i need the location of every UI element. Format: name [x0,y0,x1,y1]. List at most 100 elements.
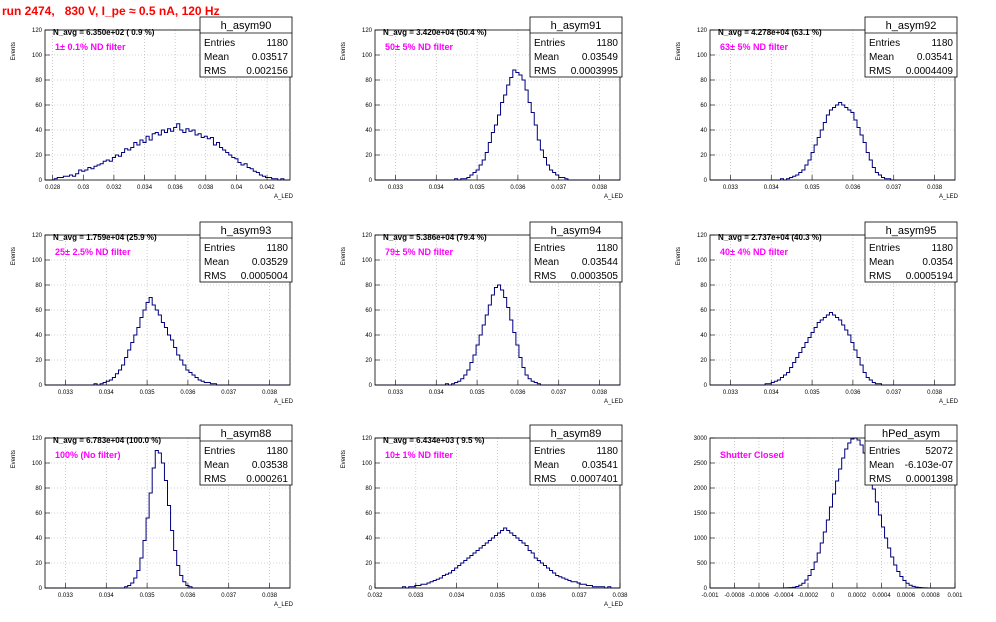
x-axis-label: A_LED [939,194,959,200]
stats-value-rms: 0.0003995 [571,66,619,77]
y-tick-label: 60 [365,103,372,109]
stats-value-entries: 1180 [596,446,618,457]
x-axis-label: A_LED [604,602,624,608]
stats-key-mean: Mean [204,52,229,63]
y-axis-label: Events [11,450,17,468]
stats-key-mean: Mean [534,52,559,63]
stats-value-rms: 0.0001398 [906,474,954,485]
stats-key-rms: RMS [204,271,227,282]
x-axis-label: A_LED [274,399,294,405]
stats-key-entries: Entries [534,38,565,49]
x-tick-label: 0.03 [77,185,89,191]
x-tick-label: 0.038 [927,390,943,396]
y-tick-label: 40 [365,128,372,134]
y-tick-label: 0 [369,178,373,184]
x-tick-label: 0.0002 [848,593,867,599]
x-tick-label: -0.0002 [798,593,819,599]
stats-box [199,16,293,78]
stats-value-rms: 0.0007401 [571,474,619,485]
y-tick-label: 40 [700,333,707,339]
stats-box [199,424,293,486]
x-tick-label: 0.035 [140,593,156,599]
stats-value-mean: 0.03529 [252,257,289,268]
stats-key-rms: RMS [534,474,557,485]
histogram-name: h_asym88 [221,428,272,440]
y-tick-label: 0 [704,586,708,592]
x-tick-label: 0.035 [470,390,486,396]
y-tick-label: 80 [700,78,707,84]
y-axis-label: Events [676,247,682,265]
histogram-name: h_asym92 [886,20,937,32]
y-tick-label: 40 [365,536,372,542]
y-tick-label: 120 [32,436,43,442]
y-tick-label: 60 [35,511,42,517]
stats-box [529,424,623,486]
chart-panel-h_asym94: 0.033 0.034 0.035 0.036 0.037 0.038 0 20 40 60 80 1… [341,221,624,405]
x-tick-label: 0.034 [764,390,780,396]
chart-panel-h_asym90: 0.028 0.03 0.032 0.034 0.036 0.038 0.04 0.042 0 2… [11,16,294,200]
x-tick-label: 0.037 [572,593,588,599]
y-tick-label: 20 [35,561,42,567]
stats-key-rms: RMS [204,474,227,485]
histogram-series-h_asym95 [710,312,955,386]
stats-key-entries: Entries [204,243,235,254]
y-axis-label: Events [11,42,17,60]
y-tick-label: 40 [35,536,42,542]
x-tick-label: 0.037 [551,185,567,191]
stats-value-rms: 0.0003505 [571,271,619,282]
x-tick-label: 0.033 [723,185,739,191]
chart-panel-hPed_asym: -0.001 -0.0008 -0.0006 -0.0004 -0.0002 0 0.000… [694,424,963,599]
y-tick-label: 80 [35,486,42,492]
y-tick-label: 120 [32,28,43,34]
x-tick-label: 0.036 [510,185,526,191]
y-tick-label: 20 [700,153,707,159]
x-tick-label: 0.0006 [897,593,916,599]
stats-key-entries: Entries [869,243,900,254]
x-tick-label: 0.034 [429,390,445,396]
x-tick-label: 0.038 [262,390,278,396]
histogram-name: h_asym91 [551,20,602,32]
stats-key-mean: Mean [869,460,894,471]
stats-value-mean: 0.03538 [252,460,289,471]
x-tick-label: 0.035 [140,390,156,396]
n-avg-annotation: N_avg = 1.759e+04 (25.9 %) [53,233,157,242]
filter-label: 100% (No filter) [55,450,121,460]
filter-label: 40± 4% ND filter [720,247,788,257]
filter-label: 50± 5% ND filter [385,42,453,52]
chart-panel-h_asym91: 0.033 0.034 0.035 0.036 0.037 0.038 0 20 40 60 80 1… [341,16,624,200]
stats-value-entries: 1180 [931,38,953,49]
x-tick-label: 0 [831,593,835,599]
stats-value-rms: 0.0005194 [906,271,954,282]
x-tick-label: 0.028 [45,185,61,191]
y-tick-label: 0 [704,383,708,389]
x-tick-label: 0.035 [490,593,506,599]
chart-panel-h_asym89: 0.032 0.033 0.034 0.035 0.036 0.037 0.038 0 20 40… [341,424,628,608]
x-tick-label: 0.036 [168,185,184,191]
y-tick-label: 120 [362,436,373,442]
stats-box [864,16,958,78]
y-tick-label: 100 [32,258,43,264]
stats-key-rms: RMS [869,474,892,485]
y-tick-label: 80 [35,78,42,84]
y-tick-label: 100 [32,461,43,467]
stats-value-rms: 0.0005004 [241,271,289,282]
stats-value-entries: 1180 [266,446,288,457]
stats-box [199,221,293,283]
x-tick-label: 0.033 [58,390,74,396]
y-tick-label: 2500 [694,461,708,467]
stats-value-rms: 0.000261 [246,474,288,485]
y-axis-label: Events [341,247,347,265]
stats-value-mean: 0.0354 [922,257,953,268]
y-tick-label: 100 [32,53,43,59]
y-tick-label: 80 [365,486,372,492]
chart-panel-h_asym95: 0.033 0.034 0.035 0.036 0.037 0.038 0 20 40 60 80 1… [676,221,959,405]
y-tick-label: 1000 [694,536,708,542]
stats-key-mean: Mean [534,460,559,471]
x-tick-label: 0.036 [845,185,861,191]
y-tick-label: 20 [365,153,372,159]
filter-label: 1± 0.1% ND filter [55,42,126,52]
y-axis-label: Events [11,247,17,265]
stats-value-mean: 0.03549 [582,52,619,63]
y-tick-label: 40 [365,333,372,339]
chart-panel-h_asym93: 0.033 0.034 0.035 0.036 0.037 0.038 0 20 40 60 80 1… [11,221,294,405]
